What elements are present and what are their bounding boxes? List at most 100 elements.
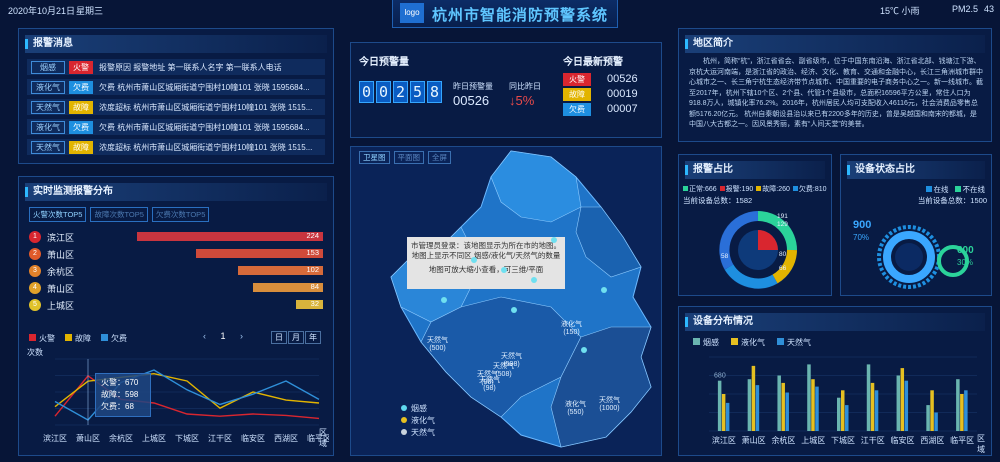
latest-list: 火警 00526 故障 00019 欠费 00007 [563, 73, 638, 118]
legend-label: 欠费:810 [798, 186, 827, 193]
alarm-level-badge: 故障 [69, 141, 93, 154]
rank-value: 224 [306, 231, 319, 240]
alarm-detail-text: 欠费 杭州市萧山区城厢街道宁围村10幢101 张晓 1595684... [99, 123, 310, 132]
alarm-row[interactable]: 天然气 故障 浓度超标 杭州市萧山区城厢街道宁围村10幢101 张晓 1515... [27, 99, 325, 115]
range-tab[interactable]: 日 [271, 331, 287, 344]
alarm-share-legend-item: 故障:260 [756, 186, 790, 193]
monitor-tab[interactable]: 故障次数TOP5 [90, 207, 148, 222]
map-pin-icon [401, 429, 407, 435]
map-pin-icon[interactable] [551, 237, 557, 243]
ring-label: 80 [779, 251, 787, 258]
x-tick-label: 临安区 [241, 433, 265, 443]
tooltip-arrears: 欠费：68 [101, 402, 134, 411]
map-tab[interactable]: 卫星图 [359, 151, 390, 164]
prev-page-icon[interactable]: ‹ [203, 331, 206, 341]
map-pin-icon [401, 405, 407, 411]
map-pin-icon[interactable] [581, 347, 587, 353]
x-tick-label: 临平区 [950, 435, 974, 445]
legend-label: 正常:666 [689, 186, 717, 193]
bar-液化气 [900, 368, 905, 431]
legend-label: 故障:260 [762, 186, 790, 193]
rank-badge: 1 [29, 231, 41, 243]
map-pin-icon[interactable] [601, 287, 607, 293]
rank-bar: 84 [253, 282, 323, 292]
map-pin-icon[interactable] [531, 277, 537, 283]
date-text: 2020年10月21日 [8, 6, 76, 16]
device-status-legend-item: 不在线 [954, 185, 985, 194]
bar-烟感 [866, 364, 871, 431]
map-tab[interactable]: 全屏 [428, 151, 451, 164]
digit-box: 8 [427, 81, 442, 103]
bar-烟感 [807, 364, 811, 431]
map-count-label[interactable]: 天然气 (500) [427, 337, 448, 352]
range-tab[interactable]: 年 [305, 331, 321, 344]
range-tab[interactable]: 月 [288, 331, 304, 344]
offline-pct: 30% [957, 258, 974, 267]
alarm-row[interactable]: 液化气 欠费 欠费 杭州市萧山区城厢街道宁围村10幢101 张晓 1595684..… [27, 79, 325, 95]
legend-label: 故障 [75, 334, 91, 343]
alarm-row[interactable]: 液化气 欠费 欠费 杭州市萧山区城厢街道宁围村10幢101 张晓 1595684..… [27, 119, 325, 135]
map-tab[interactable]: 平面图 [393, 151, 424, 164]
legend-swatch [925, 186, 932, 192]
map-count-label[interactable]: 天然气 (1000) [599, 397, 620, 412]
rank-district-name: 萧山区 [47, 250, 75, 260]
map-pin-icon[interactable] [511, 307, 517, 313]
legend-swatch [65, 334, 72, 341]
alarm-type-tag: 天然气 [31, 141, 65, 154]
alarm-detail-text: 欠费 杭州市萧山区城厢街道宁围村10幢101 张晓 1595684... [99, 83, 310, 92]
alarm-level-badge: 火警 [69, 61, 93, 74]
line-xlabel: 区域 [319, 428, 327, 448]
monitor-tab[interactable]: 欠费次数TOP5 [151, 207, 210, 222]
alarm-row[interactable]: 烟感 火警 报警原因 报警地址 第一联系人名字 第一联系人电话 [27, 59, 325, 75]
alarm-row[interactable]: 天然气 故障 浓度超标 杭州市萧山区城厢街道宁围村10幢101 张晓 1515... [27, 139, 325, 155]
rank-bar: 224 [137, 231, 323, 241]
bar-天然气 [964, 390, 968, 431]
alarm-type-tag: 液化气 [31, 121, 65, 134]
pm-label: PM2.5 [952, 4, 979, 14]
city-map[interactable] [351, 147, 663, 457]
rank-badge: 5 [29, 299, 41, 311]
district-text: 杭州，简称“杭”，浙江省省会、副省级市，位于中国东南沿海、浙江省北部、钱塘江下游… [689, 58, 983, 128]
map-count-label[interactable]: 天然气 (598) [501, 353, 522, 368]
map-popup: 市管理员登录：该地图显示为所在市的地图。地图上显示不同区 烟感/液化气/天然气的… [407, 237, 565, 289]
legend-swatch [101, 334, 108, 341]
map-count-label[interactable]: 液化气 (550) [565, 401, 586, 416]
bar-液化气 [781, 382, 785, 431]
map-count-label[interactable]: 天然气 (98) [477, 371, 498, 386]
alarm-detail-text: 浓度超标 杭州市萧山区城厢街道宁围村10幢101 张晓 1515... [99, 143, 313, 152]
legend-item: 火警 [29, 334, 55, 343]
latest-count: 00007 [607, 103, 638, 115]
rank-bar: 153 [196, 248, 323, 258]
bar-天然气 [755, 385, 760, 431]
alarm-share-legend-item: 欠费:810 [792, 186, 827, 193]
alarm-type-tag: 烟感 [31, 61, 65, 74]
alarm-info-title: 报警消息 [25, 35, 327, 53]
top-bar: 2020年10月21日 星期三 15℃ 小雨 PM2.5 43 [0, 0, 1000, 20]
map-pin-icon[interactable] [441, 297, 447, 303]
map-pin-icon[interactable] [501, 267, 507, 273]
monitor-tab[interactable]: 火警次数TOP5 [29, 207, 87, 222]
map-count-label[interactable]: 天然气 (508) [493, 363, 514, 378]
map-count-label[interactable]: 液化气 (150) [561, 321, 582, 336]
legend-item: 故障 [65, 334, 91, 343]
x-tick-label: 滨江区 [712, 435, 736, 445]
device-dist-panel: 设备分布情况 烟感 液化气 天然气 滨江区 萧山区 余杭区 上城区 下城区 江干区 临安区 西湖区… [678, 306, 992, 456]
legend-swatch [719, 186, 725, 191]
bar-液化气 [751, 365, 756, 431]
compare-label: 同比昨日 [509, 82, 541, 91]
title-box [392, 0, 618, 28]
tooltip-fire: 火警：670 [101, 378, 139, 387]
x-tick-label: 下城区 [175, 434, 199, 443]
bar-天然气 [785, 392, 789, 431]
next-page-icon[interactable]: › [240, 331, 244, 341]
ring-label: 129 [777, 221, 788, 228]
bar-天然气 [934, 412, 938, 431]
bar-天然气 [845, 405, 849, 431]
map-count-label[interactable]: 天然气 (98) [479, 377, 500, 392]
bar-天然气 [725, 402, 730, 431]
pager: ‹ 1 › [203, 331, 243, 341]
map-pin-icon[interactable] [471, 257, 477, 263]
alarm-info-panel: 报警消息 烟感 火警 报警原因 报警地址 第一联系人名字 第一联系人电话 液化气 欠费欠… [18, 28, 334, 164]
map-panel: 卫星图 平面图 全屏 市管理员登录：该地图显示为所在市的地图。地图上显示不同区 烟感… [350, 146, 662, 456]
